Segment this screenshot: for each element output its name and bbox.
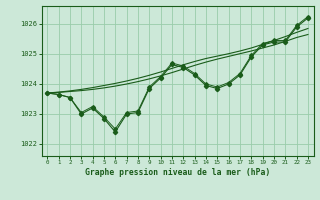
- X-axis label: Graphe pression niveau de la mer (hPa): Graphe pression niveau de la mer (hPa): [85, 168, 270, 177]
